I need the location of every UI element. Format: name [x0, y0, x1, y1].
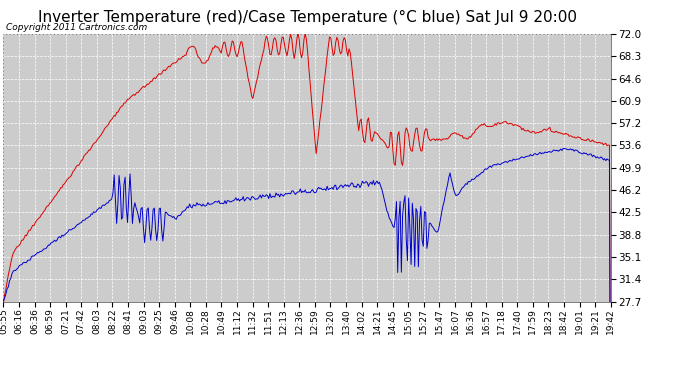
- Text: Inverter Temperature (red)/Case Temperature (°C blue) Sat Jul 9 20:00: Inverter Temperature (red)/Case Temperat…: [37, 10, 577, 25]
- Text: Copyright 2011 Cartronics.com: Copyright 2011 Cartronics.com: [6, 23, 148, 32]
